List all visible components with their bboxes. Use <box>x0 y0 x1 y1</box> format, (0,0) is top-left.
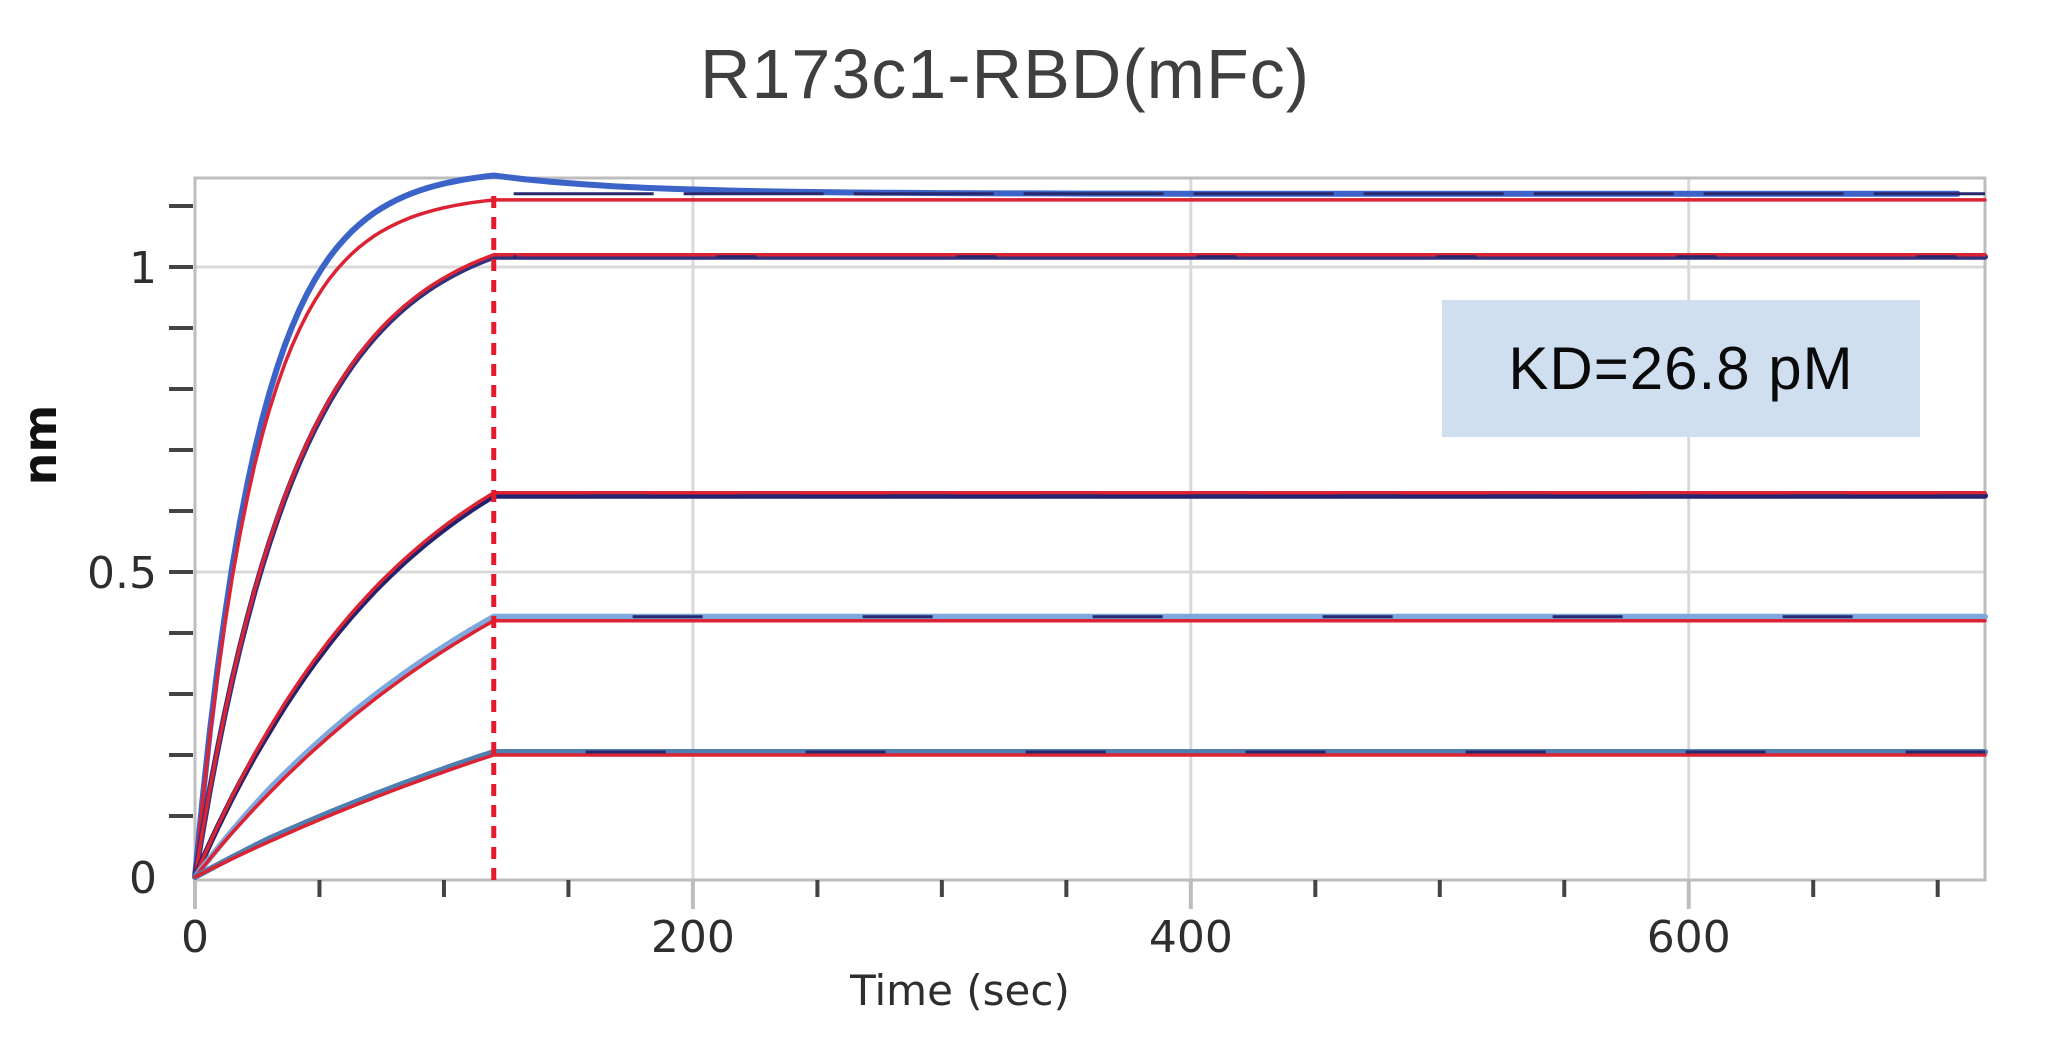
x-tick-label: 400 <box>1149 912 1233 963</box>
plot-frame <box>193 176 1987 882</box>
kd-annotation-text: KD=26.8 pM <box>1508 335 1854 402</box>
kd-annotation-box: KD=26.8 pM <box>1442 300 1920 437</box>
x-tick-label: 200 <box>651 912 735 963</box>
raw-trace-curve-5 <box>192 749 1988 880</box>
x-tick-label: 600 <box>1647 912 1731 963</box>
y-axis-title: nm <box>13 404 67 486</box>
chart-title: R173c1-RBD(mFc) <box>699 35 1311 113</box>
fit-trace-curve-3 <box>193 490 1987 879</box>
x-tick-label: 0 <box>181 912 209 963</box>
raw-trace-curve-3 <box>192 492 1988 880</box>
fit-trace-curve-1 <box>193 198 1987 879</box>
raw-trace-curve-4 <box>192 613 1988 880</box>
y-tick-label: 0 <box>129 853 157 904</box>
fit-trace-curve-5 <box>193 753 1987 879</box>
x-axis-title: Time (sec) <box>850 966 1070 1015</box>
y-tick-label: 1 <box>129 243 157 294</box>
fit-trace-curve-4 <box>193 619 1987 879</box>
fit-trace-curve-2 <box>193 253 1987 879</box>
y-tick-label: 0.5 <box>87 548 157 599</box>
raw-trace-curve-1 <box>192 172 1961 880</box>
